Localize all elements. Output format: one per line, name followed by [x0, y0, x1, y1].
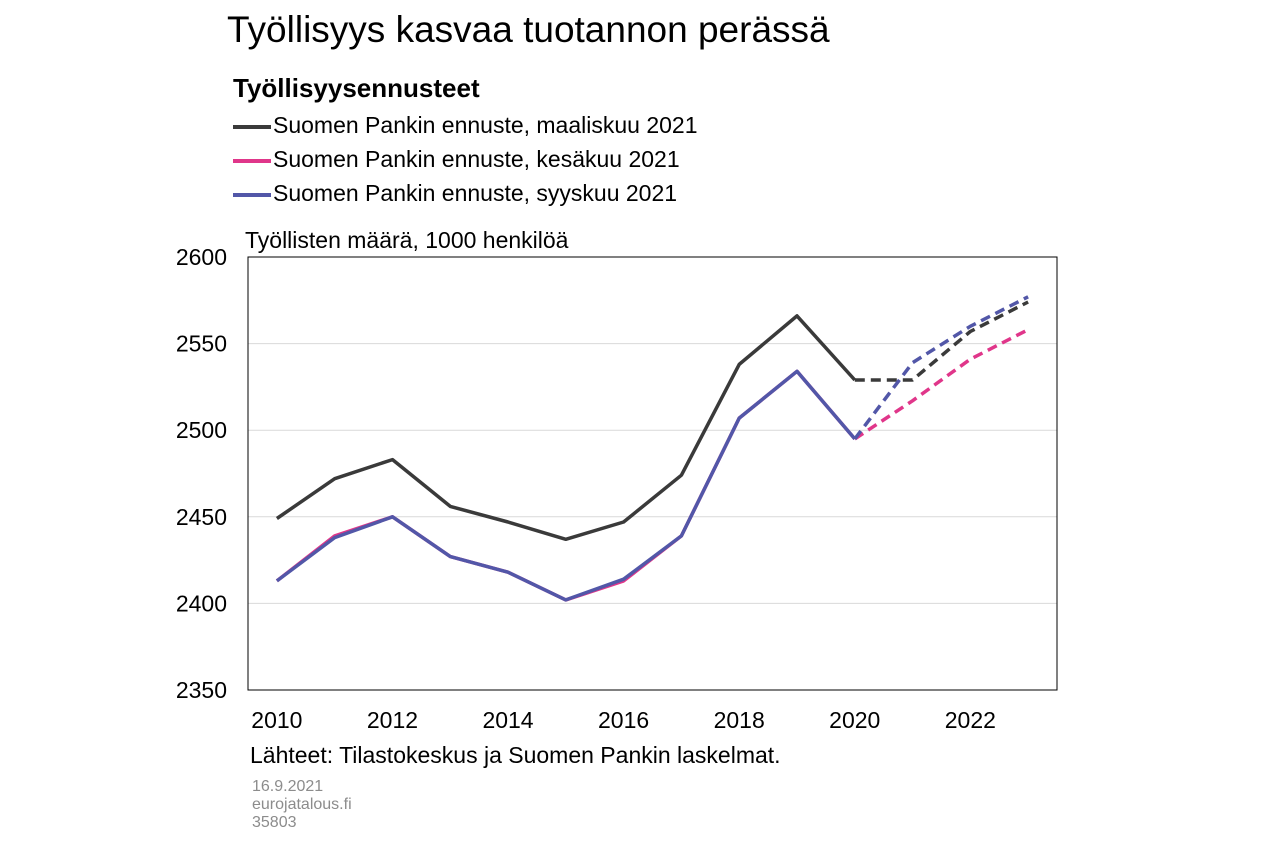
series-forecast-march — [854, 300, 1029, 382]
series-forecast-september — [853, 295, 1029, 440]
y-tick-label-2550: 2550 — [176, 331, 227, 357]
chart-subtitle: Työllisyysennusteet — [233, 73, 480, 103]
legend-swatch-march — [233, 125, 271, 129]
chart-id: 35803 — [252, 814, 297, 831]
x-tick-label-2016: 2016 — [598, 707, 649, 733]
x-tick-label-2018: 2018 — [714, 707, 765, 733]
x-tick-label-2020: 2020 — [829, 707, 880, 733]
meta-info: 16.9.2021 eurojatalous.fi 35803 — [252, 778, 352, 832]
y-tick-label-2500: 2500 — [176, 417, 227, 443]
chart-title: Työllisyys kasvaa tuotannon perässä — [227, 9, 830, 50]
site-name: eurojatalous.fi — [252, 796, 352, 813]
legend-label-june: Suomen Pankin ennuste, kesäkuu 2021 — [273, 146, 680, 172]
y-tick-label-2350: 2350 — [176, 677, 227, 703]
legend-label-september: Suomen Pankin ennuste, syyskuu 2021 — [273, 180, 678, 206]
legend-swatch-september — [233, 193, 271, 197]
y-axis-unit-label: Työllisten määrä, 1000 henkilöä — [245, 227, 569, 253]
x-tick-label-2012: 2012 — [367, 707, 418, 733]
x-tick-label-2010: 2010 — [251, 707, 302, 733]
y-tick-label-2600: 2600 — [176, 244, 227, 270]
y-tick-label-2400: 2400 — [176, 590, 227, 616]
y-tick-label-2450: 2450 — [176, 504, 227, 530]
series-forecast-june — [853, 328, 1029, 441]
x-tick-label-2022: 2022 — [945, 707, 996, 733]
source-note: Lähteet: Tilastokeskus ja Suomen Pankin … — [250, 742, 781, 768]
series-line-june — [275, 369, 857, 602]
legend-label-march: Suomen Pankin ennuste, maaliskuu 2021 — [273, 112, 698, 138]
plot-area-frame — [247, 256, 1058, 691]
x-tick-label-2014: 2014 — [482, 707, 533, 733]
series-line-september — [275, 369, 857, 602]
series-line-march — [275, 314, 857, 542]
legend-swatch-june — [233, 159, 271, 163]
publish-date: 16.9.2021 — [252, 778, 324, 795]
